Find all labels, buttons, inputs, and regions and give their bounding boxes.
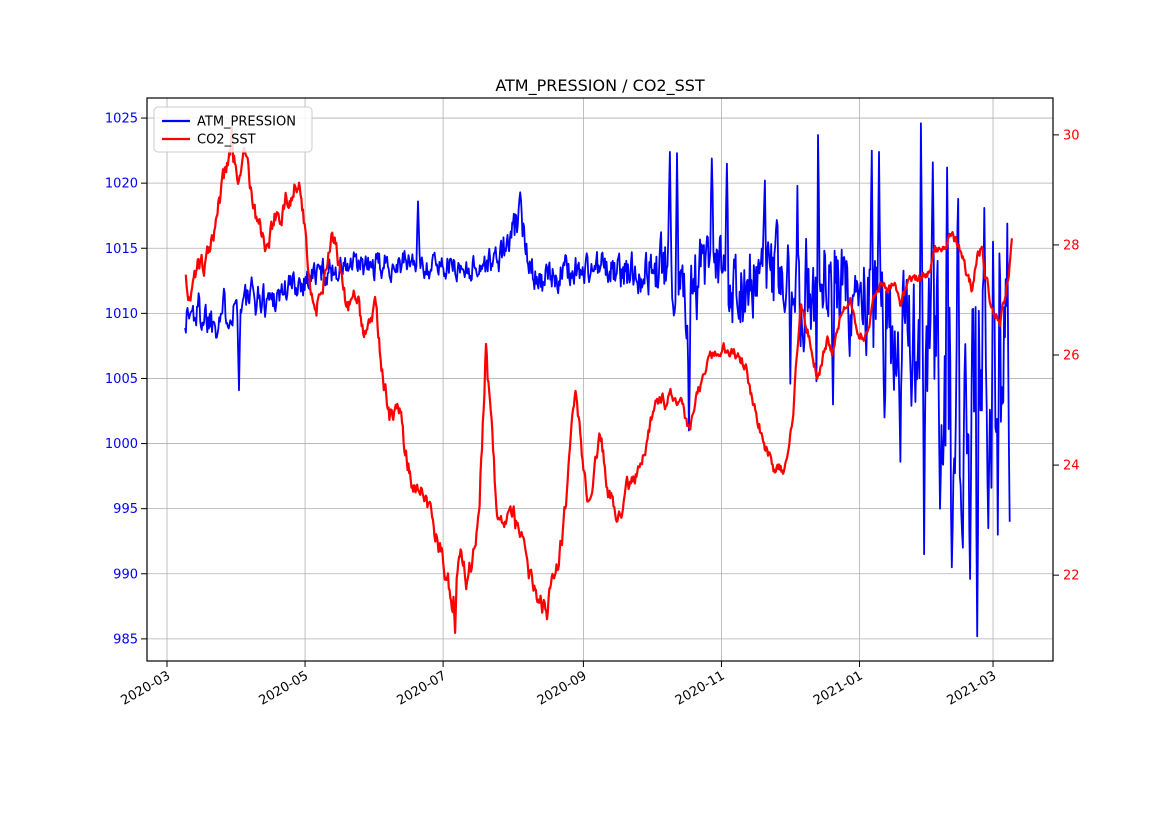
legend: ATM_PRESSION CO2_SST (153, 106, 313, 153)
x-tick-label: 2020-09 (535, 668, 590, 708)
y-tick-label-left: 985 (113, 632, 138, 647)
legend-box (153, 106, 313, 153)
chart-title: ATM_PRESSION / CO2_SST (495, 76, 705, 96)
series-line-co2-sst (184, 125, 1013, 635)
series-line-atm-pression (184, 122, 1011, 638)
y-tick-label-left: 1005 (105, 372, 138, 387)
x-tick-label: 2021-01 (811, 668, 866, 708)
legend-label-co2-sst: CO2_SST (197, 133, 256, 148)
x-tick-label: 2020-03 (118, 668, 173, 708)
y-tick-label-right: 22 (1063, 569, 1080, 584)
plot-frame (146, 97, 1054, 662)
x-tick-label: 2020-05 (257, 668, 312, 708)
y-tick-label-right: 26 (1063, 349, 1080, 364)
series-layer (184, 122, 1013, 638)
y-tick-label-left: 1025 (105, 112, 138, 127)
y-tick-label-left: 1015 (105, 242, 138, 257)
y-tick-label-right: 24 (1063, 459, 1080, 474)
y-tick-label-left: 995 (113, 502, 138, 517)
legend-label-atm-pression: ATM_PRESSION (197, 115, 296, 130)
x-tick-label: 2020-11 (673, 668, 728, 708)
x-tick-label: 2020-07 (395, 668, 450, 708)
y-tick-label-left: 1000 (105, 437, 138, 452)
y-tick-label-right: 30 (1063, 128, 1080, 143)
grid-lines (147, 98, 1053, 661)
y-tick-label-right: 28 (1063, 238, 1080, 253)
y-tick-label-left: 1020 (105, 177, 138, 192)
y-tick-label-left: 990 (113, 567, 138, 582)
x-tick-label: 2021-03 (944, 668, 999, 708)
y-tick-label-left: 1010 (105, 307, 138, 322)
